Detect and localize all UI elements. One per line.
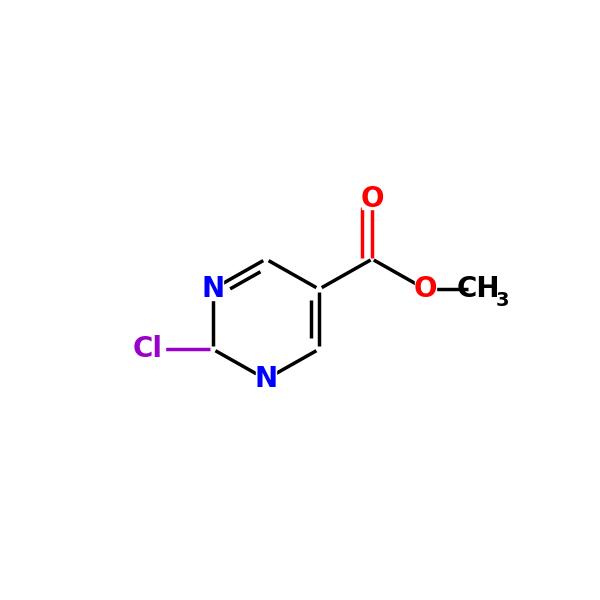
Text: O: O xyxy=(361,185,384,213)
Text: CH: CH xyxy=(457,275,500,303)
Bar xyxy=(202,279,223,299)
Bar xyxy=(256,369,277,389)
Text: Cl: Cl xyxy=(133,335,163,363)
Bar xyxy=(131,338,166,361)
Bar xyxy=(362,188,383,209)
Bar xyxy=(415,279,436,299)
Text: O: O xyxy=(413,275,437,303)
Text: 3: 3 xyxy=(496,291,509,310)
Text: N: N xyxy=(201,275,224,303)
Text: N: N xyxy=(254,365,277,393)
